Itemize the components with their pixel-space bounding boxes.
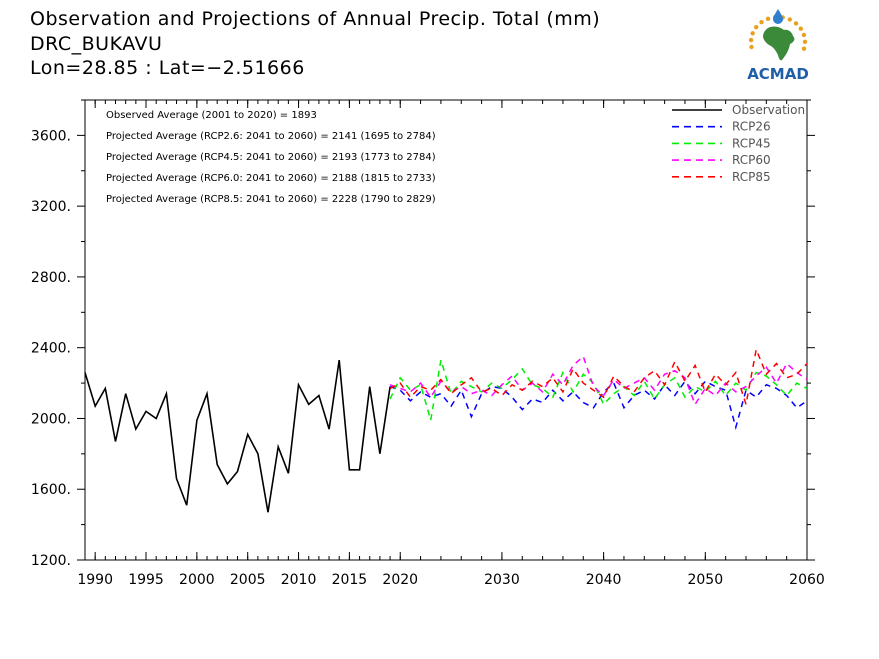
x-tick-label: 2015 — [332, 572, 368, 588]
plot-frame — [84, 99, 808, 561]
legend-label-rcp45: RCP45 — [732, 136, 771, 150]
x-tick-label: 2010 — [281, 572, 317, 588]
sun-ray-dot — [759, 20, 764, 25]
sun-ray-dot — [793, 21, 799, 26]
x-tick-label: 2040 — [586, 572, 622, 588]
average-note: Observed Average (2001 to 2020) = 1893 — [106, 110, 317, 121]
axis-ticks: 1990 1995 2000 2005 2010 2015 2020 2030 2040 2050… — [31, 99, 825, 588]
y-tick-label: 2400. — [31, 341, 71, 357]
sun-ray-dot — [765, 16, 771, 21]
y-tick-label: 2800. — [31, 270, 71, 286]
legend-label-observation: Observation — [732, 103, 805, 117]
africa-map-icon — [763, 26, 795, 61]
x-tick-label: 2050 — [687, 572, 723, 588]
legend-label-rcp26: RCP26 — [732, 120, 771, 134]
series-line-rcp85 — [389, 346, 808, 405]
acmad-logo: ACMAD — [747, 9, 809, 82]
y-tick-label: 3600. — [31, 128, 71, 144]
series-line-rcp26 — [389, 380, 808, 431]
data-series — [84, 346, 808, 513]
average-note: Projected Average (RCP4.5: 2041 to 2060)… — [106, 152, 436, 163]
x-tick-label: 2005 — [230, 572, 266, 588]
x-tick-label: 1995 — [128, 572, 164, 588]
x-tick-label: 2030 — [484, 572, 520, 588]
logo-text: ACMAD — [747, 65, 809, 82]
average-note: Projected Average (RCP8.5: 2041 to 2060)… — [106, 194, 436, 205]
average-note: Projected Average (RCP2.6: 2041 to 2060)… — [106, 131, 436, 142]
y-tick-label: 2000. — [31, 411, 71, 427]
sun-ray-dot — [802, 39, 808, 44]
series-line-rcp45 — [389, 359, 808, 421]
sun-ray-dot — [801, 32, 807, 38]
chart-axes — [84, 99, 808, 561]
sun-ray-dot — [748, 37, 754, 43]
x-tick-label: 1990 — [77, 572, 113, 588]
series-line-rcp60 — [389, 355, 808, 406]
station-coordinates: Lon=28.85 : Lat=−2.51666 — [30, 57, 305, 79]
chart-legend: Observation RCP26 RCP45 RCP60 RCP85 — [672, 103, 805, 184]
average-notes: Observed Average (2001 to 2020) = 1893 Pr… — [106, 110, 436, 205]
legend-label-rcp60: RCP60 — [732, 153, 771, 167]
sun-ray-dot — [750, 31, 755, 36]
sun-ray-dot — [787, 17, 792, 22]
y-tick-label: 3200. — [31, 199, 71, 215]
series-line-observation — [84, 359, 391, 513]
sun-rays-icon — [748, 14, 808, 51]
x-tick-label: 2020 — [382, 572, 418, 588]
sun-ray-dot — [749, 44, 754, 50]
x-tick-label: 2000 — [179, 572, 215, 588]
average-note: Projected Average (RCP6.0: 2041 to 2060)… — [106, 173, 436, 184]
station-name: DRC_BUKAVU — [30, 33, 163, 55]
y-tick-label: 1200. — [31, 553, 71, 569]
sun-ray-dot — [798, 26, 803, 31]
legend-label-rcp85: RCP85 — [732, 170, 771, 184]
y-tick-label: 1600. — [31, 482, 71, 498]
x-tick-label: 2060 — [789, 572, 825, 588]
chart-title: Observation and Projections of Annual Pr… — [30, 8, 601, 30]
sun-ray-dot — [801, 46, 807, 51]
water-drop-icon — [773, 9, 783, 24]
sun-ray-dot — [754, 25, 759, 30]
